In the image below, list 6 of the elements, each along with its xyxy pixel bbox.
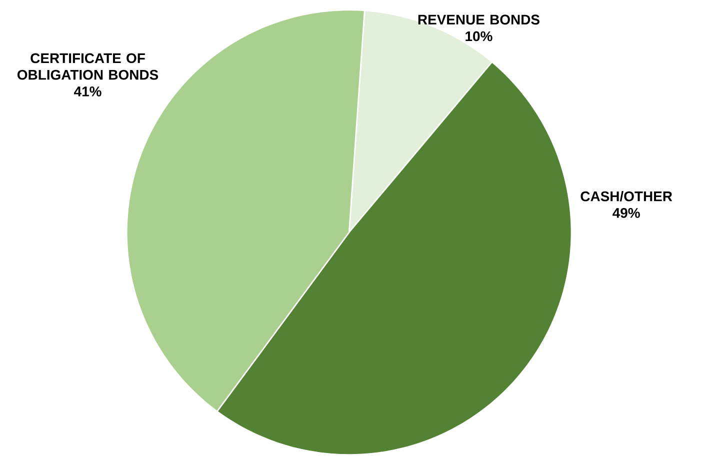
data-label: 41% (74, 86, 102, 96)
slice-label: REVENUE BONDS (418, 14, 540, 25)
slice-label: CERTIFICATE OF OBLIGATION BONDS (17, 53, 158, 80)
data-label: 49% (612, 208, 640, 218)
data-label: 10% (466, 31, 492, 42)
slice-label: CASH/OTHER (580, 191, 672, 202)
